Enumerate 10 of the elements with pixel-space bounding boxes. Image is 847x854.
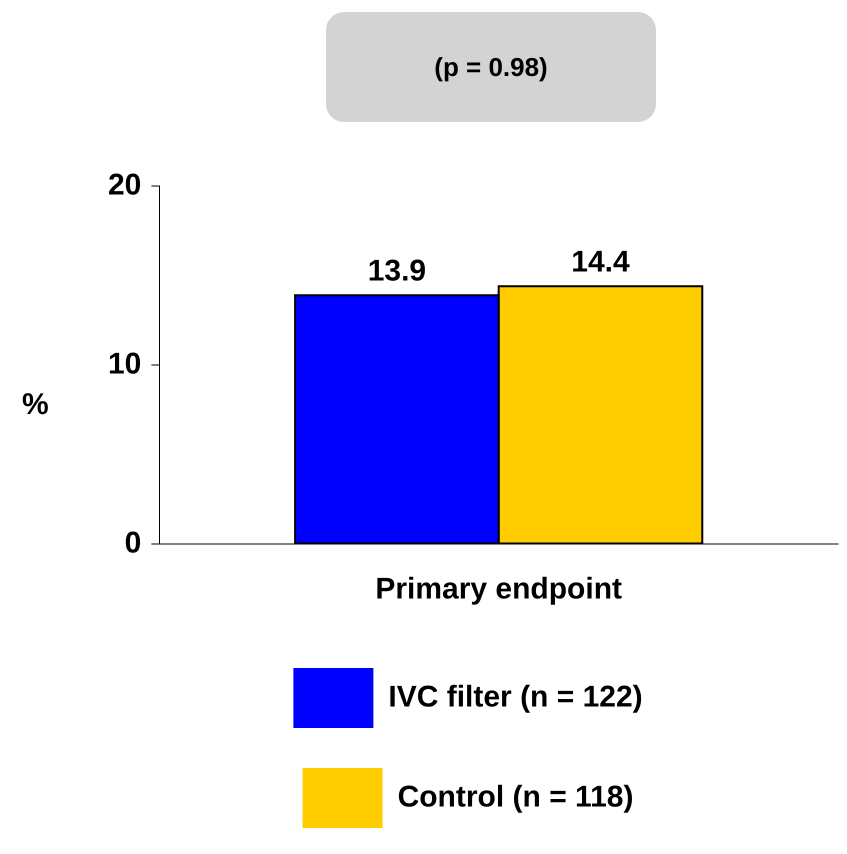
x-tick-label: Primary endpoint bbox=[375, 572, 622, 606]
y-tick-label: 0 bbox=[124, 526, 142, 560]
y-tick-label: 20 bbox=[108, 168, 142, 202]
legend-label: Control (n = 118) bbox=[398, 780, 634, 814]
data-label: 13.9 bbox=[368, 254, 426, 288]
y-tick-label: 10 bbox=[108, 347, 142, 380]
legend-label: IVC filter (n = 122) bbox=[388, 680, 643, 714]
text: (p = 0.98) bbox=[326, 12, 656, 122]
data-label: 14.4 bbox=[571, 246, 630, 279]
y-axis-title: % bbox=[22, 388, 49, 422]
